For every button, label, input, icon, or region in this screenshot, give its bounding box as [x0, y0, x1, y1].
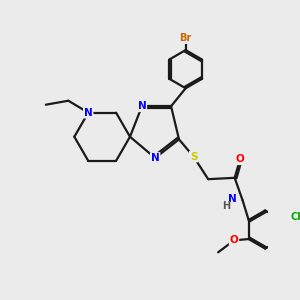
Text: O: O: [230, 236, 239, 245]
Text: Br: Br: [179, 33, 192, 43]
Text: H: H: [222, 201, 230, 211]
Text: Cl: Cl: [291, 212, 300, 222]
Text: S: S: [190, 152, 197, 162]
Text: N: N: [84, 108, 93, 118]
Text: O: O: [236, 154, 244, 164]
Text: N: N: [137, 101, 146, 111]
Text: N: N: [151, 153, 160, 163]
Text: N: N: [228, 194, 237, 204]
